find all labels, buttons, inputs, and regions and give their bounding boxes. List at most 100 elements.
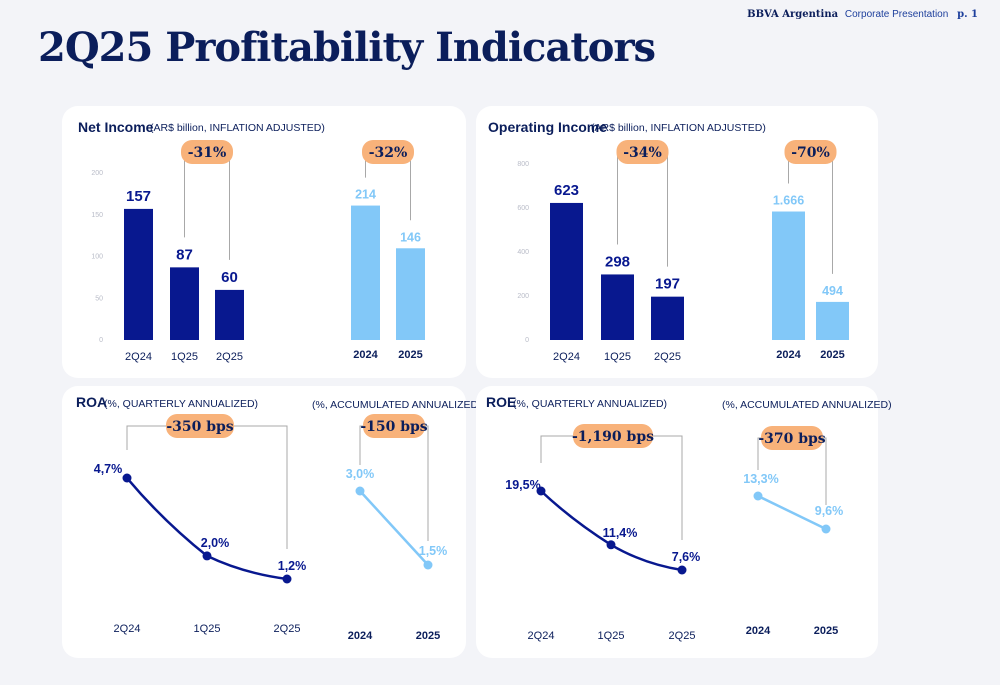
point-value-label: 13,3% [743, 472, 778, 486]
y-tick-label: 400 [517, 249, 529, 256]
x-category-label: 1Q25 [598, 630, 625, 642]
point-value-label: 4,7% [94, 462, 123, 476]
x-category-label: 2025 [398, 349, 422, 361]
x-category-label: 1Q25 [194, 623, 221, 635]
bar-value-label: 494 [822, 284, 843, 298]
annual-change-badge-bg [362, 140, 414, 164]
y-tick-label: 800 [517, 161, 529, 168]
bar-value-label: 146 [400, 230, 421, 244]
line-quarterly [126, 477, 288, 581]
y-tick-label: 200 [91, 170, 103, 177]
annual-change-badge: -370 bps [758, 431, 825, 447]
point-value-label: 7,6% [672, 550, 701, 564]
point-annual [355, 486, 365, 496]
annual-change-badge-bg [784, 140, 837, 164]
chart-title: Operating Income [488, 119, 607, 135]
annual-change-badge: -32% [369, 145, 408, 161]
x-category-label: 2Q25 [654, 351, 681, 363]
point-value-label: 3,0% [346, 467, 375, 481]
quarterly-change-badge: -34% [623, 145, 662, 161]
point-quarterly [282, 574, 292, 584]
page-number: p. 1 [957, 9, 978, 20]
x-category-label: 2024 [348, 630, 373, 642]
operating-income-chart: Operating Income(AR$ billion, INFLATION … [488, 119, 849, 363]
roa-card: ROA (%, QUARTERLY ANNUALIZED) (%, ACCUMULA… [62, 386, 482, 658]
page-title: 2Q25 Profitability Indicators [38, 24, 656, 71]
chart-subtitle-annual: (%, ACCUMULATED ANNUALIZED) [312, 399, 482, 411]
x-category-label: 2Q24 [553, 351, 580, 363]
point-annual [821, 524, 831, 534]
change-connector [359, 425, 429, 541]
roe-card: ROE (%, QUARTERLY ANNUALIZED) (%, ACCUMULA… [476, 386, 892, 658]
change-connector [540, 435, 683, 540]
bar-annual [772, 211, 805, 340]
y-tick-label: 50 [95, 295, 103, 302]
chart-title: Net Income [78, 119, 154, 135]
bar-value-label: 298 [605, 253, 630, 270]
point-value-label: 2,0% [201, 536, 230, 550]
annual-change-badge-bg [761, 426, 823, 450]
bar-quarterly [651, 296, 684, 340]
point-quarterly [677, 565, 687, 575]
point-value-label: 1,5% [419, 544, 448, 558]
point-value-label: 9,6% [815, 504, 844, 518]
point-annual [753, 491, 763, 501]
chart-title: ROA [76, 394, 107, 410]
x-category-label: 2Q24 [114, 623, 141, 635]
x-category-label: 2024 [776, 349, 801, 361]
x-category-label: 1Q25 [171, 351, 198, 363]
roa-chart: ROA(%, QUARTERLY ANNUALIZED) (%, ACCUMULA… [76, 394, 482, 642]
x-category-label: 2025 [416, 630, 440, 642]
quarterly-change-badge-bg [616, 140, 669, 164]
bar-quarterly [550, 202, 583, 340]
bar-quarterly [215, 289, 244, 340]
bar-quarterly [124, 208, 153, 340]
y-tick-label: 0 [99, 337, 103, 344]
y-tick-label: 100 [91, 254, 103, 261]
point-value-label: 19,5% [505, 478, 540, 492]
point-quarterly [606, 540, 616, 550]
x-category-label: 2025 [820, 349, 844, 361]
bar-value-label: 623 [554, 182, 579, 199]
point-annual [423, 560, 433, 570]
quarterly-change-badge: -1,190 bps [572, 429, 654, 445]
x-category-label: 1Q25 [604, 351, 631, 363]
y-tick-label: 200 [517, 293, 529, 300]
change-connector [126, 425, 288, 549]
x-category-label: 2Q24 [125, 351, 152, 363]
point-value-label: 11,4% [603, 526, 638, 540]
page-header: BBVA Argentina Corporate Presentation p.… [747, 9, 978, 20]
bar-quarterly [170, 267, 199, 340]
chart-subtitle: (%, QUARTERLY ANNUALIZED) [104, 398, 258, 410]
x-category-label: 2Q24 [528, 630, 555, 642]
chart-title: ROE [486, 394, 516, 410]
bar-annual [396, 248, 425, 340]
bar-value-label: 157 [126, 188, 151, 205]
x-category-label: 2Q25 [216, 351, 243, 363]
y-tick-label: 600 [517, 205, 529, 212]
x-category-label: 2025 [814, 625, 838, 637]
chart-subtitle-annual: (%, ACCUMULATED ANNUALIZED) [722, 399, 892, 411]
roe-chart: ROE(%, QUARTERLY ANNUALIZED) (%, ACCUMULA… [486, 394, 892, 642]
point-value-label: 1,2% [278, 559, 307, 573]
bar-value-label: 214 [355, 188, 376, 202]
net-income-chart: Net Income(AR$ billion, INFLATION ADJUST… [78, 119, 425, 363]
chart-subtitle: (AR$ billion, INFLATION ADJUSTED) [591, 122, 766, 134]
presentation-name: Corporate Presentation [844, 9, 949, 20]
bar-annual [816, 301, 849, 340]
annual-change-badge: -70% [791, 145, 830, 161]
bar-value-label: 1.666 [773, 194, 804, 208]
x-category-label: 2024 [746, 625, 771, 637]
bar-annual [351, 205, 380, 340]
change-connector [184, 151, 230, 260]
chart-subtitle: (%, QUARTERLY ANNUALIZED) [513, 398, 667, 410]
change-connector [617, 151, 668, 267]
point-quarterly [202, 551, 212, 561]
x-category-label: 2Q25 [669, 630, 696, 642]
quarterly-change-badge-bg [181, 140, 233, 164]
annual-change-badge: -150 bps [360, 419, 427, 435]
x-category-label: 2Q25 [274, 623, 301, 635]
y-tick-label: 0 [525, 337, 529, 344]
point-quarterly [122, 473, 132, 483]
net-income-card: Net Income (AR$ billion, INFLATION ADJUST… [62, 106, 466, 378]
